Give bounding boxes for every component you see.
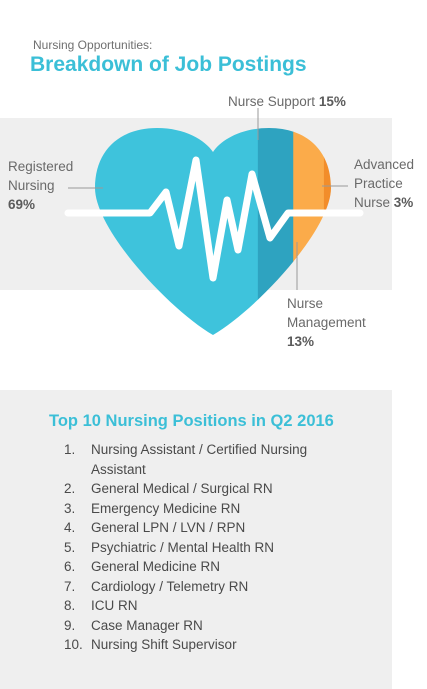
list-item: 1. Nursing Assistant / Certified Nursing … [64, 442, 308, 477]
list-item: 7. Cardiology / Telemetry RN [64, 578, 249, 594]
slice-label-advanced-practice: Advanced Practice Nurse 3% [354, 157, 415, 210]
chart-title: Breakdown of Job Postings [30, 53, 307, 76]
top-positions-list: 1. Nursing Assistant / Certified Nursing … [64, 440, 354, 655]
chart-subtitle: Nursing Opportunities: [33, 38, 153, 52]
list-item: 10. Nursing Shift Supervisor [64, 637, 237, 652]
heart-pie-chart [64, 108, 364, 335]
list-item: 5. Psychiatric / Mental Health RN [64, 539, 275, 555]
top-positions-panel [0, 390, 392, 689]
slice-label-registered-nursing: Registered Nursing 69% [8, 159, 74, 212]
slice-label-nurse-support: Nurse Support 15% [228, 94, 346, 109]
list-item: 2. General Medical / Surgical RN [64, 481, 273, 496]
list-item: 3. Emergency Medicine RN [64, 500, 241, 516]
slice-label-nurse-management: Nurse Management 13% [287, 296, 366, 349]
list-item: 9. Case Manager RN [64, 617, 203, 633]
list-item: 8. ICU RN [64, 598, 138, 613]
list-item: 6. General Medicine RN [64, 559, 221, 574]
top-positions-title: Top 10 Nursing Positions in Q2 2016 [49, 412, 334, 430]
list-item: 4. General LPN / LVN / RPN [64, 520, 246, 535]
heartbeat-line [64, 156, 364, 282]
